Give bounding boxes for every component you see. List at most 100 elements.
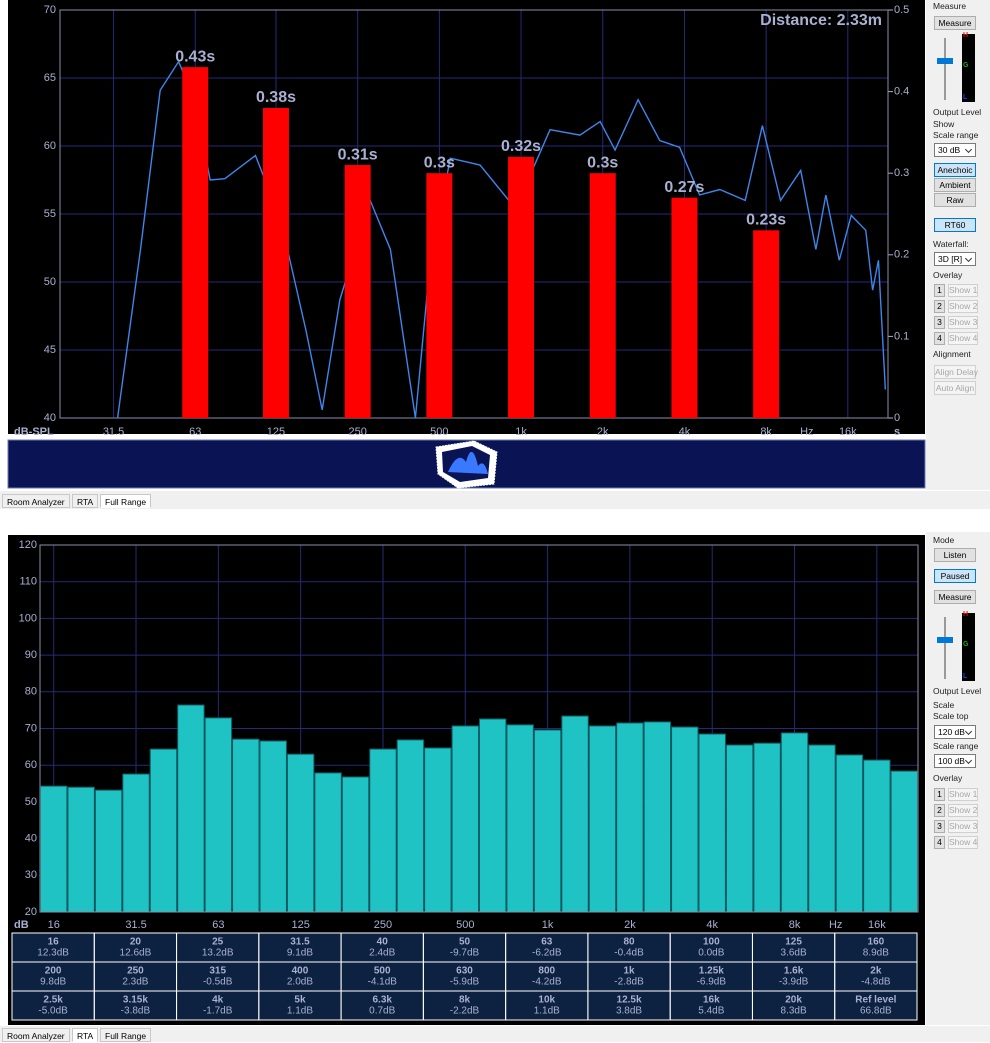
rta-bar (40, 785, 68, 913)
meter-mark: L (963, 94, 968, 101)
scale-range-select[interactable]: 100 dB (934, 754, 976, 768)
tab[interactable]: Room Analyzer (2, 1028, 70, 1042)
align-delay-button[interactable]: Align Delay (934, 365, 978, 379)
mode-button[interactable]: Measure (934, 590, 976, 604)
x-tick-label: 63 (212, 919, 224, 931)
y2-tick-label: 0.2 (894, 249, 909, 261)
y-tick-label: 70 (44, 4, 56, 16)
tab[interactable]: Full Range (100, 1028, 152, 1042)
mode-button[interactable]: Paused (934, 569, 976, 583)
band-label: 80 (623, 937, 635, 948)
overlay-number[interactable]: 2 (934, 300, 945, 313)
bar-value-label: 0.31s (338, 146, 378, 163)
x-tick-label: 2k (624, 919, 636, 931)
overlay-button[interactable]: Show 4 (948, 332, 978, 345)
rta-bar (588, 725, 617, 913)
mode-button[interactable]: Listen (934, 548, 976, 562)
overlay-button[interactable]: Show 2 (948, 300, 978, 313)
overlay-number[interactable]: 3 (934, 316, 945, 329)
tab[interactable]: Room Analyzer (2, 494, 70, 508)
rt60-bar (671, 197, 698, 418)
waterfall-thumbnail (435, 440, 498, 489)
tab[interactable]: RTA (72, 1028, 99, 1042)
band-label: 160 (868, 937, 885, 948)
overlay-number[interactable]: 1 (934, 788, 945, 801)
overlay-button[interactable]: Show 1 (948, 284, 978, 297)
view-button[interactable]: Ambient (934, 178, 976, 192)
slider-thumb (937, 58, 953, 64)
y-tick-label: 90 (25, 649, 37, 661)
tab[interactable]: Full Range (100, 494, 152, 508)
bar-value-label: 0.32s (501, 138, 541, 155)
measure-button[interactable]: Measure (934, 16, 976, 30)
bar-value-label: 0.38s (256, 89, 296, 106)
rt60-bar (182, 67, 209, 419)
band-level: 13.2dB (202, 948, 234, 959)
band-level: -2.2dB (450, 1006, 480, 1017)
band-level: 2.4dB (369, 948, 395, 959)
overlay-button[interactable]: Show 4 (948, 836, 978, 849)
y-tick-label: 50 (44, 276, 56, 288)
bottom-tab-bar (0, 1026, 990, 1042)
band-level: 3.6dB (781, 948, 807, 959)
tab[interactable]: RTA (72, 494, 99, 508)
scale-top-select[interactable]: 120 dB (934, 725, 976, 739)
table-cell (834, 990, 918, 1021)
overlay-button[interactable]: Show 3 (948, 316, 978, 329)
auto-align-button[interactable]: Auto Align (934, 381, 976, 395)
y-tick-label: 50 (25, 796, 37, 808)
band-label: 20 (130, 937, 142, 948)
y2-tick-label: 0.4 (894, 86, 909, 98)
section-label: Mode (933, 535, 955, 545)
waterfall-select[interactable]: 3D [R] (934, 252, 976, 266)
meter-mark: L (963, 673, 968, 680)
scale-range-select[interactable]: 30 dB (934, 143, 976, 157)
y-tick-label: 40 (25, 833, 37, 845)
overlay-number[interactable]: 3 (934, 820, 945, 833)
band-label: 200 (45, 966, 62, 977)
rt60-bar (426, 173, 453, 418)
view-button[interactable]: Raw (934, 193, 976, 207)
band-label: 500 (374, 966, 391, 977)
rta-bar (94, 789, 123, 913)
y2-tick-label: 0.5 (894, 4, 909, 16)
level-meter (962, 613, 975, 681)
overlay-number[interactable]: 4 (934, 836, 945, 849)
overlay-button[interactable]: Show 2 (948, 804, 978, 817)
x-tick-label: 500 (430, 426, 448, 438)
band-level: 0.0dB (698, 948, 724, 959)
rta-bar (753, 742, 781, 913)
rta-bar (533, 729, 562, 913)
slider-track (944, 38, 946, 100)
band-label: 100 (703, 937, 720, 948)
x-tick-label: 1k (542, 919, 554, 931)
band-label: 20k (785, 995, 802, 1006)
bottom-control-panel (926, 532, 990, 1025)
rt60-button[interactable]: RT60 (934, 218, 976, 232)
overlay-number[interactable]: 2 (934, 804, 945, 817)
overlay-button[interactable]: Show 3 (948, 820, 978, 833)
top-control-panel (926, 0, 990, 490)
band-label: 12.5k (617, 995, 642, 1006)
overlay-number[interactable]: 4 (934, 332, 945, 345)
plot-frame (59, 9, 889, 419)
overlay-button[interactable]: Show 1 (948, 788, 978, 801)
label: Show (933, 119, 955, 129)
overlay-number[interactable]: 1 (934, 284, 945, 297)
x-tick-label: 8k (789, 919, 801, 931)
rta-bar (424, 747, 452, 913)
rt60-bar (508, 156, 535, 418)
rt60-bar (753, 230, 780, 418)
band-level: 8.3dB (781, 1006, 807, 1017)
x-tick-label: 250 (374, 919, 392, 931)
bar-value-label: 0.23s (746, 212, 786, 229)
slider-track (944, 617, 946, 679)
view-button[interactable]: Anechoic (934, 163, 976, 177)
band-level: -0.5dB (203, 977, 233, 988)
band-label: 800 (538, 966, 555, 977)
y-tick-label: 30 (25, 869, 37, 881)
rta-bar (725, 744, 754, 913)
x-tick-label: 16k (868, 919, 886, 931)
band-level: 2.3dB (122, 977, 148, 988)
meter-mark: G (963, 62, 969, 69)
